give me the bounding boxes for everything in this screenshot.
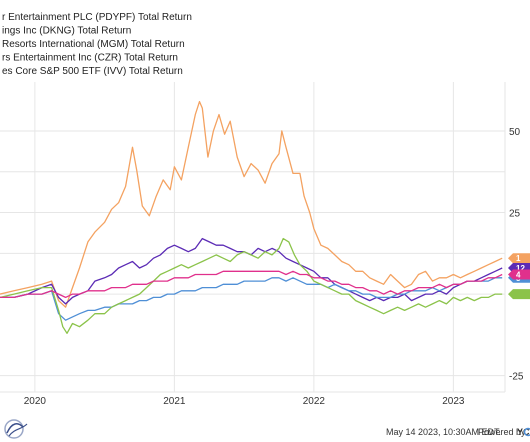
end-badge-label: 12 <box>516 264 525 273</box>
series-line-0 <box>0 100 503 308</box>
legend: r Entertainment PLC (PDYPF) Total Return… <box>2 12 192 77</box>
x-tick-label: 2020 <box>24 396 47 407</box>
brand-mark-icon <box>523 427 530 437</box>
footer-powered-by: Powered by <box>478 427 526 437</box>
series-line-3 <box>0 237 503 334</box>
x-axis-ticks: 2020 2021 2022 2023 <box>24 396 465 407</box>
end-value-badges: 11254 <box>508 253 530 300</box>
x-tick-label: 2023 <box>442 396 465 407</box>
watermark-logo <box>4 419 28 439</box>
end-badge <box>508 289 530 300</box>
series-lines <box>0 100 503 334</box>
y-tick-label: 25 <box>509 209 521 220</box>
legend-item: es Core S&P 500 ETF (IVV) Total Return <box>2 66 183 77</box>
footer-timestamp: May 14 2023, 10:30AM EDT. <box>386 427 501 437</box>
end-badge-label: 4 <box>516 271 521 280</box>
series-line-4 <box>0 270 503 299</box>
x-tick-label: 2021 <box>163 396 186 407</box>
legend-item: ings Inc (DKNG) Total Return <box>2 26 131 37</box>
legend-item: Resorts International (MGM) Total Return <box>2 39 185 50</box>
legend-item: r Entertainment PLC (PDYPF) Total Return <box>2 12 192 23</box>
footer-brand: YC <box>517 427 530 437</box>
grid-lines <box>0 82 506 393</box>
y-tick-label: 50 <box>509 127 521 138</box>
end-badge-label: 1 <box>516 254 521 263</box>
x-tick-label: 2022 <box>303 396 326 407</box>
end-badge <box>508 269 530 280</box>
legend-item: rs Entertainment Inc (CZR) Total Return <box>2 53 178 64</box>
end-badge <box>508 253 530 264</box>
series-line-2 <box>0 277 503 321</box>
y-axis-ticks: 50 25 -25 <box>509 127 524 383</box>
y-tick-label: -25 <box>509 372 524 383</box>
